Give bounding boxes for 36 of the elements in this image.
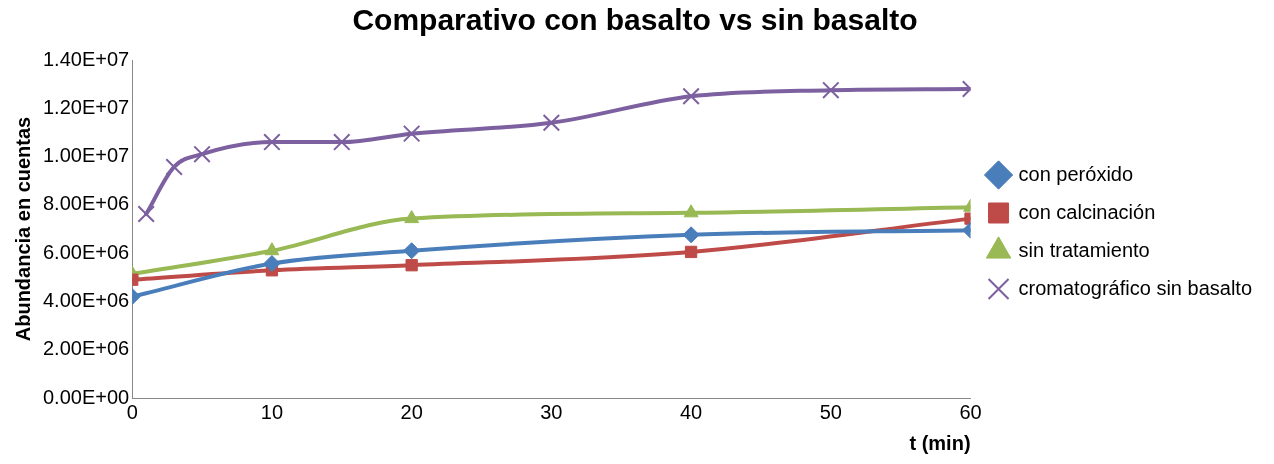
legend-label: cromatográfico sin basalto	[1018, 276, 1253, 299]
x-tick-label: 40	[679, 400, 703, 423]
point	[165, 158, 183, 176]
x-tick-label: 50	[819, 400, 842, 423]
point	[263, 133, 281, 151]
point	[264, 242, 280, 256]
y-tick-label: 1.40E+07	[42, 47, 130, 70]
y-tick-label: 1.00E+07	[42, 144, 130, 167]
legend-label: con calcinación	[1018, 200, 1156, 223]
point	[404, 210, 420, 224]
y-tick-label: 8.00E+06	[42, 192, 130, 215]
x-tick-label: 60	[959, 400, 982, 423]
point	[684, 245, 698, 259]
point	[405, 259, 418, 272]
point	[402, 124, 421, 143]
legend-label: sin tratamiento	[1018, 238, 1150, 261]
point	[683, 204, 699, 218]
x-axis-title: t (min)	[909, 431, 971, 454]
point	[682, 87, 700, 105]
point	[682, 226, 700, 244]
y-tick-label: 2.00E+06	[42, 337, 130, 360]
point	[403, 242, 421, 260]
point	[193, 145, 211, 163]
y-tick-label: 1.20E+07	[42, 95, 130, 118]
x-tick-label: 20	[400, 400, 423, 423]
chart-title: Comparativo con basalto vs sin basalto	[352, 3, 918, 37]
y-tick-label: 6.00E+06	[42, 240, 130, 263]
point	[542, 113, 561, 132]
x-tick-label: 30	[540, 400, 563, 423]
point	[263, 255, 281, 273]
legend-label: con peróxido	[1018, 162, 1134, 185]
x-tick-label: 10	[260, 400, 284, 423]
y-axis-title: Abundancia en cuentas	[11, 116, 34, 342]
point	[333, 133, 351, 151]
point	[137, 205, 155, 223]
y-tick-label: 4.00E+06	[42, 288, 130, 311]
